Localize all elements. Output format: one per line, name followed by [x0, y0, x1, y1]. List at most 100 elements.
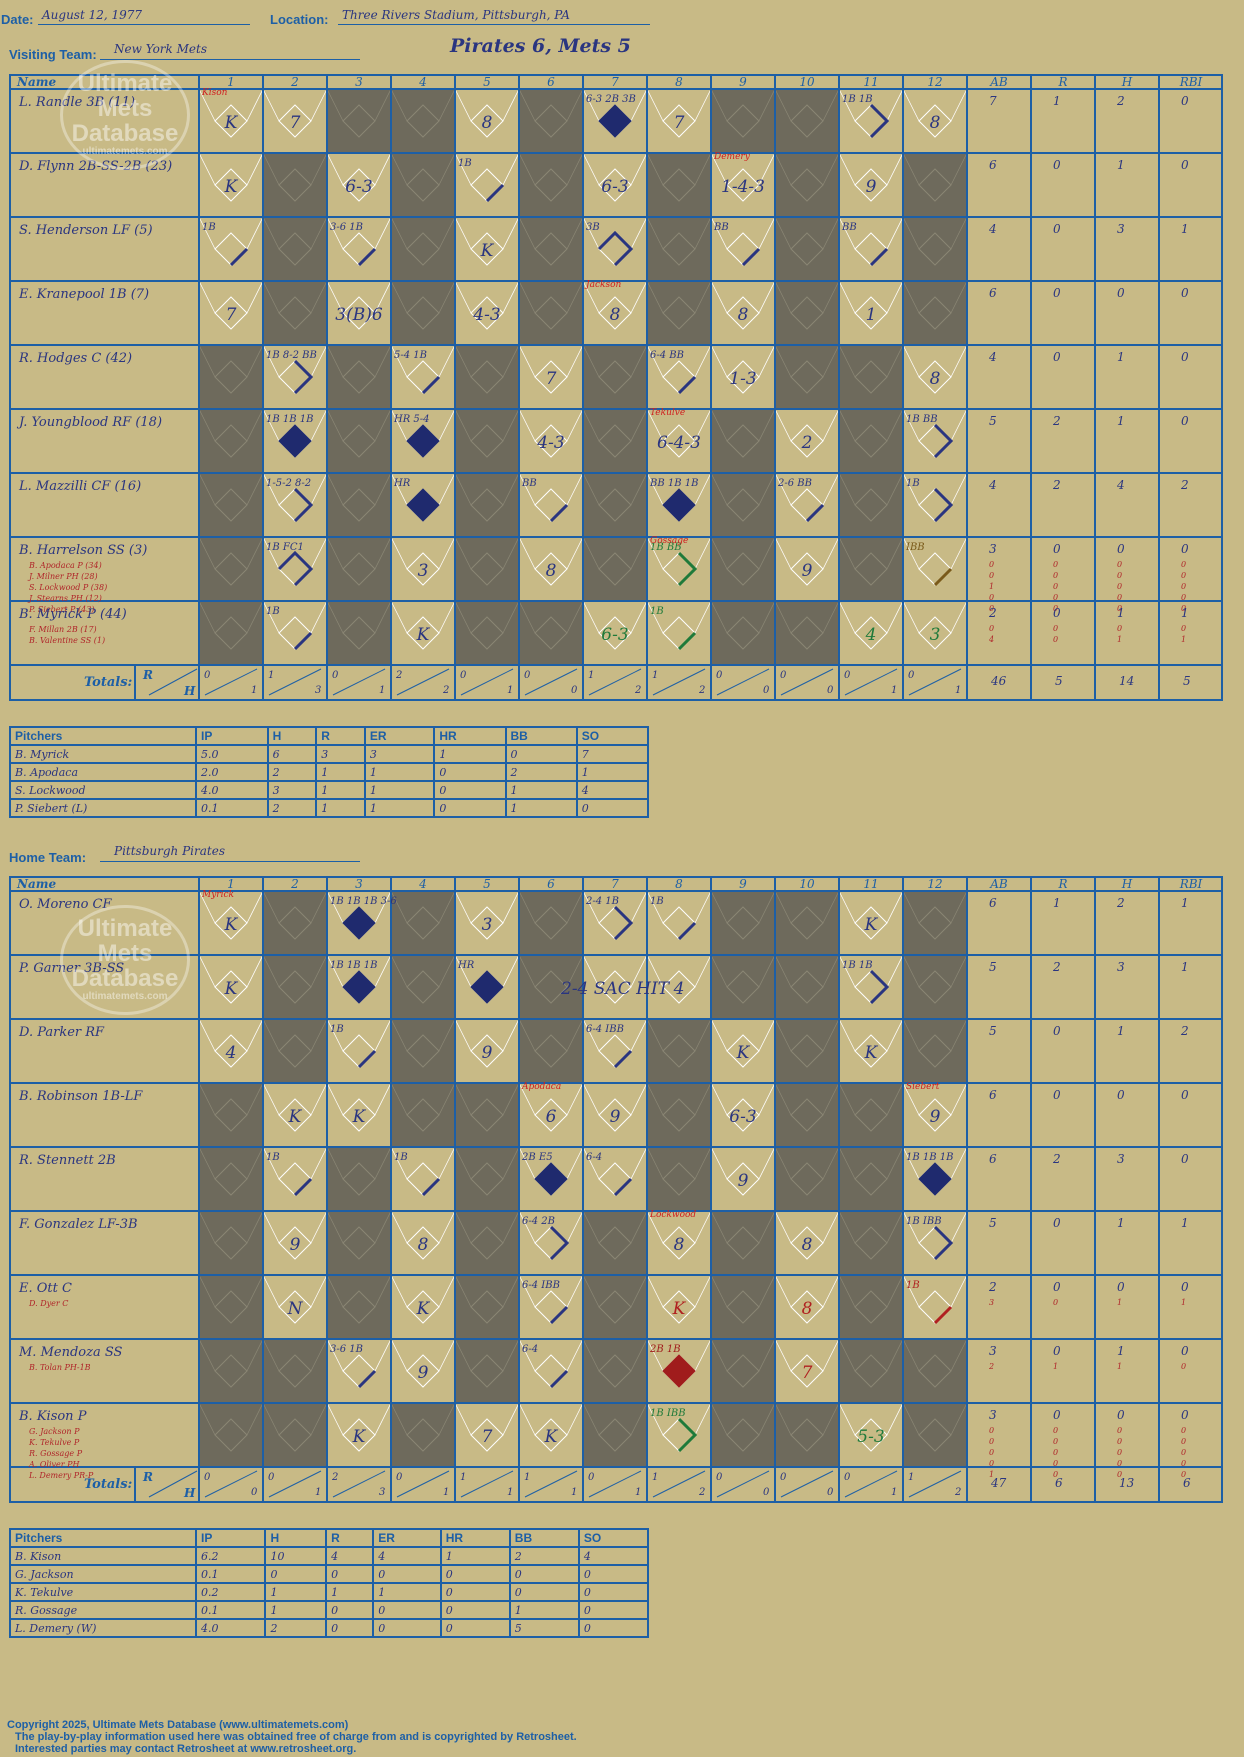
location-label: Location: [270, 12, 329, 27]
cell-background [775, 1147, 839, 1211]
inning-cell [198, 472, 264, 537]
base-diamond [342, 616, 376, 650]
pitcher-name: G. Jackson [9, 1564, 197, 1584]
diamond-guide [246, 472, 264, 506]
inning-cell [390, 1210, 456, 1260]
cell-background [775, 891, 839, 955]
totals-slash [652, 668, 706, 696]
cell-background [711, 955, 775, 1019]
inning-cell [582, 1402, 648, 1467]
pitcher-er: 0 [372, 1564, 442, 1584]
base-diamond [598, 1162, 632, 1196]
base-diamond [726, 104, 760, 138]
diamond-guide [710, 1402, 728, 1436]
diamond-guide [630, 600, 648, 634]
play-notation: 5-4 1B [394, 350, 427, 361]
inning-cell [454, 280, 520, 330]
cell-background [903, 1019, 967, 1083]
play-mark: 8 [802, 1235, 813, 1255]
diamond-guide [822, 1210, 840, 1244]
play-mark: 1B [394, 1152, 441, 1197]
play-notation: 1B 1B 1B [906, 1152, 954, 1163]
diamond-guide [902, 1274, 920, 1308]
inning-cell [774, 88, 840, 153]
inning-runs: 0 [396, 1472, 403, 1483]
cell-background [327, 409, 391, 473]
play-mark: 1B [266, 606, 313, 651]
inning-header: 7 [611, 877, 619, 891]
basepath-single [293, 1177, 313, 1197]
inning-cell [262, 954, 328, 1019]
play-mark: 1B [458, 158, 505, 203]
play-notation: 3-6 1B [330, 1344, 363, 1355]
diamond-guide [502, 1146, 520, 1180]
play-notation: 6-4 IBB [586, 1024, 624, 1035]
cell-background [327, 473, 391, 537]
totals-slash [588, 668, 642, 696]
inning-cell [198, 600, 264, 665]
stat-value: 0 [1181, 1470, 1186, 1479]
pitcher-bb: 5 [508, 1618, 580, 1638]
stat-value: 0 [1053, 1280, 1061, 1294]
diamond-guide [774, 536, 792, 570]
play-notation: 1-4-3 [721, 177, 765, 197]
play-mark: 1B 1B 1B [266, 414, 314, 458]
play-notation: 6-3 [729, 1107, 756, 1127]
stat-value: 1 [1053, 94, 1061, 108]
sub-name: J. Stearns PH (12) [27, 594, 102, 603]
totals-r-label: R [142, 1470, 153, 1484]
inning-hits: 1 [507, 1487, 513, 1498]
inning-cell [454, 890, 520, 940]
base-diamond [662, 1034, 696, 1068]
diamond-guide [630, 88, 648, 122]
stat-value: 0 [1053, 1024, 1061, 1038]
play-notation: 2-4 SAC HIT [560, 979, 671, 999]
cell-background [775, 1083, 839, 1147]
diamond-guide [438, 280, 456, 314]
totals-slash [332, 1470, 386, 1498]
diamond-guide [774, 472, 792, 506]
play-mark: 4 [865, 625, 877, 645]
pitcher-r: 1 [315, 798, 366, 818]
inning-cell [710, 1402, 776, 1467]
diamond-guide [326, 472, 344, 506]
basepath-single [549, 1305, 569, 1325]
diamond-guide [262, 536, 280, 570]
totals-slash [148, 668, 198, 696]
inning-hits: 0 [763, 685, 770, 696]
diamond-guide [502, 1210, 520, 1244]
diamond-guide [710, 88, 728, 122]
totals-slash [204, 1470, 258, 1498]
cell-background [391, 955, 455, 1019]
diamond-guide [582, 1018, 600, 1052]
visiting-team-label: Visiting Team: [9, 47, 97, 62]
diamond-guide [886, 954, 904, 988]
diamond-guide [902, 1082, 920, 1116]
inning-cell [262, 1018, 328, 1083]
inning-cell [902, 280, 968, 345]
basepath-single [293, 631, 313, 651]
cell-background [199, 601, 263, 665]
inning-runs: 0 [780, 670, 787, 681]
diamond-guide [886, 1338, 904, 1372]
play-notation: 7 [290, 113, 301, 133]
diamond-guide [646, 536, 664, 570]
base-diamond [854, 296, 888, 330]
inning-cell [198, 1082, 264, 1147]
diamond-guide [694, 88, 712, 122]
totals-slash [396, 1470, 450, 1498]
diamond-guide [774, 152, 792, 186]
logo-line-3: Database [71, 965, 179, 992]
diamond-guide [310, 1018, 328, 1052]
base-diamond [790, 970, 824, 1004]
inning-cell [582, 344, 648, 409]
pitcher-hr: 0 [433, 762, 507, 782]
inning-cell [902, 1082, 968, 1132]
stat-value: 0 [1117, 1408, 1125, 1422]
diamond-guide [630, 408, 648, 442]
stat-value: 0 [1117, 560, 1122, 569]
play-notation: 2B E5 [521, 1152, 553, 1163]
base-diamond [214, 1354, 248, 1388]
pitcher-er: 1 [372, 1582, 442, 1602]
total-value: 5 [1055, 674, 1063, 688]
